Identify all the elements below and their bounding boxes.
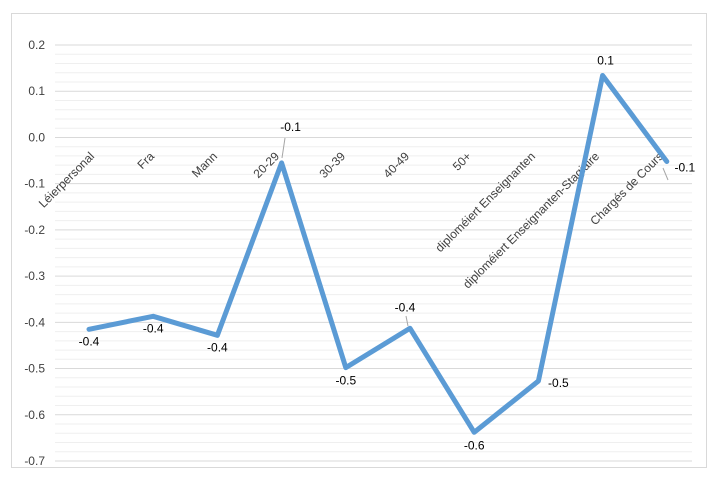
leader-lines (281, 137, 669, 327)
data-label: -0.1 (674, 160, 695, 174)
data-label: -0.6 (464, 438, 485, 452)
data-labels: -0.4 -0.4 -0.4 -0.1 -0.5 -0.4 -0.6 -0.5 0.1 -0.1 (79, 54, 696, 453)
data-label: -0.4 (143, 321, 164, 335)
y-axis-tick-labels: 0.2 0.1 0.0 -0.1 -0.2 -0.3 -0.4 -0.5 -0.6 -0.7 (24, 38, 45, 468)
data-label: -0.5 (335, 374, 356, 388)
y-tick-label: -0.7 (24, 454, 45, 468)
data-label: -0.5 (548, 376, 569, 390)
chart-area (11, 13, 707, 468)
y-tick-label: -0.4 (24, 315, 45, 329)
category-label: 50+ (450, 149, 474, 173)
y-tick-label: -0.6 (24, 408, 45, 422)
data-label: 0.1 (597, 54, 614, 68)
y-tick-label: -0.2 (24, 223, 45, 237)
y-tick-label: 0.1 (28, 84, 45, 98)
y-tick-label: 0.0 (28, 130, 45, 144)
data-label: -0.4 (395, 300, 416, 314)
leader-line (662, 167, 669, 181)
category-label: Fra (134, 149, 157, 172)
data-label: -0.1 (280, 120, 301, 134)
series-polyline (86, 73, 670, 435)
y-tick-label: -0.1 (24, 177, 45, 191)
y-tick-label: -0.5 (24, 362, 45, 376)
series-line (86, 73, 670, 435)
leader-line (281, 137, 286, 159)
leader-line (405, 315, 409, 327)
y-tick-label: -0.3 (24, 269, 45, 283)
data-label: -0.4 (207, 340, 228, 354)
data-label: -0.4 (79, 334, 100, 348)
y-tick-label: 0.2 (28, 38, 45, 52)
